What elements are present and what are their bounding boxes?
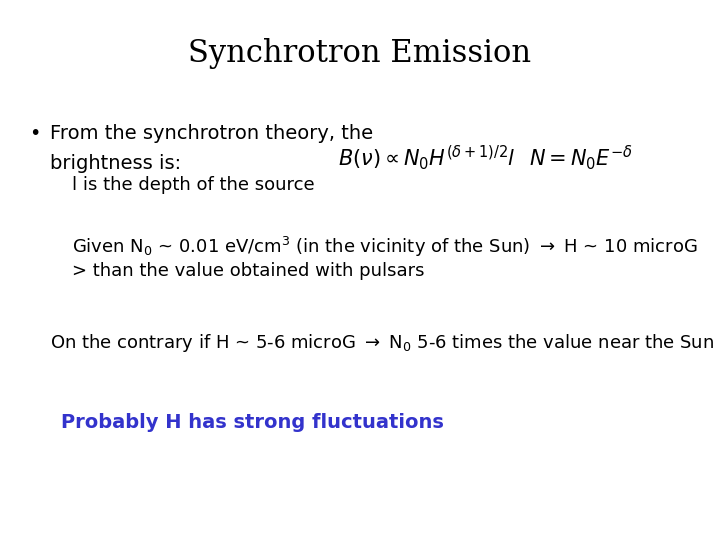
Text: brightness is:: brightness is: (50, 154, 181, 173)
Text: •: • (29, 124, 40, 143)
Text: $B(\nu) \propto N_0 H^{(\delta+1)/2} l$: $B(\nu) \propto N_0 H^{(\delta+1)/2} l$ (338, 143, 516, 172)
Text: l is the depth of the source: l is the depth of the source (72, 176, 315, 193)
Text: Given N$_0$ ~ 0.01 eV/cm$^3$ (in the vicinity of the Sun) $\rightarrow$ H ~ 10 m: Given N$_0$ ~ 0.01 eV/cm$^3$ (in the vic… (72, 235, 698, 259)
Text: $N = N_0 E^{-\delta}$: $N = N_0 E^{-\delta}$ (529, 143, 633, 172)
Text: > than the value obtained with pulsars: > than the value obtained with pulsars (72, 262, 425, 280)
Text: Synchrotron Emission: Synchrotron Emission (189, 38, 531, 69)
Text: On the contrary if H ~ 5-6 microG $\rightarrow$ N$_0$ 5-6 times the value near t: On the contrary if H ~ 5-6 microG $\righ… (50, 332, 715, 354)
Text: Probably H has strong fluctuations: Probably H has strong fluctuations (60, 413, 444, 432)
Text: From the synchrotron theory, the: From the synchrotron theory, the (50, 124, 374, 143)
